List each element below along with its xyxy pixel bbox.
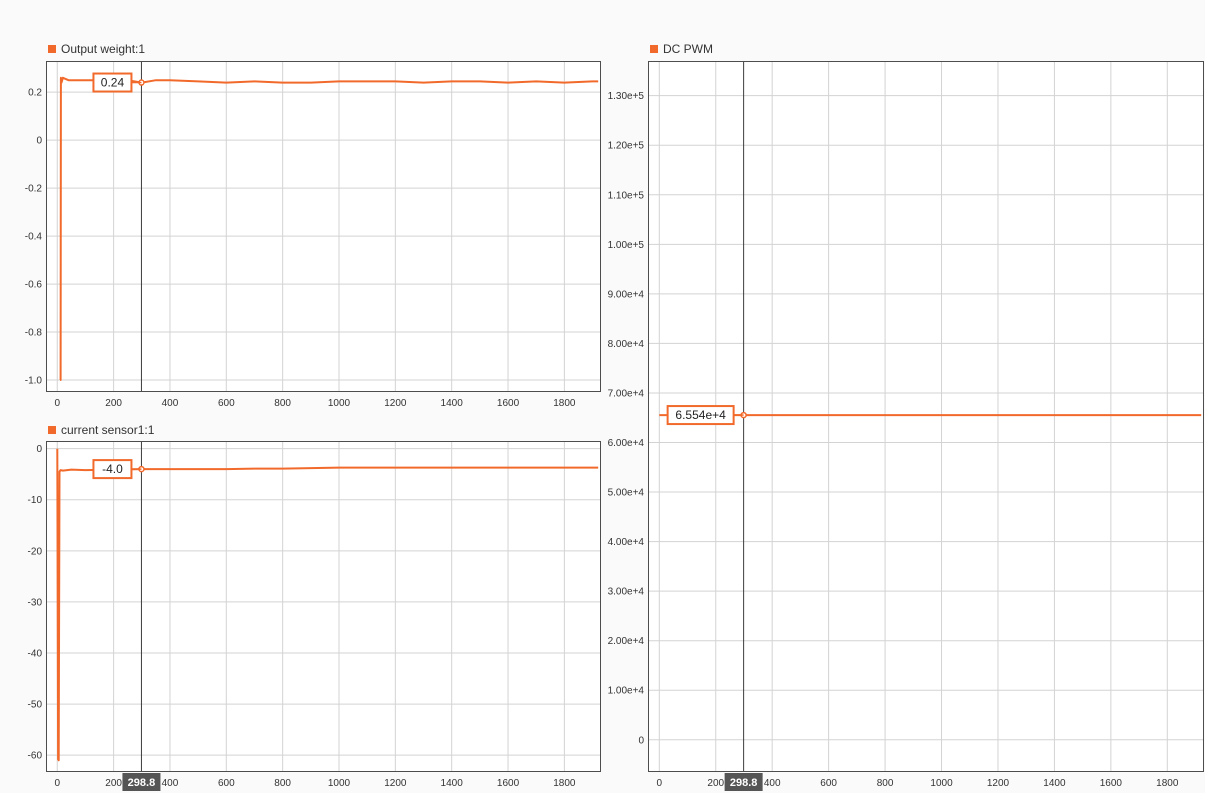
legend-dc-pwm[interactable]: DC PWM xyxy=(650,42,713,56)
y-tick-label: 0.2 xyxy=(28,88,42,99)
cursor-x-badge-label: 298.8 xyxy=(730,777,758,789)
cursor-value-label: -4.0 xyxy=(102,462,123,476)
y-tick-label: 1.10e+5 xyxy=(608,190,645,201)
legend-label: current sensor1:1 xyxy=(61,423,155,437)
x-tick-label: 200 xyxy=(105,398,122,409)
y-tick-label: -50 xyxy=(28,700,43,711)
x-tick-label: 1400 xyxy=(1043,778,1066,789)
y-tick-label: -1.0 xyxy=(25,376,43,387)
legend-swatch xyxy=(48,426,56,434)
x-tick-label: 1200 xyxy=(384,778,407,789)
x-tick-label: 1400 xyxy=(441,778,464,789)
x-tick-label: 1800 xyxy=(553,778,576,789)
y-tick-label: -0.8 xyxy=(25,328,43,339)
x-tick-label: 1200 xyxy=(987,778,1010,789)
x-tick-label: 600 xyxy=(218,778,235,789)
x-tick-label: 1800 xyxy=(1156,778,1179,789)
y-tick-label: 5.00e+4 xyxy=(608,488,645,499)
cursor-x-badge xyxy=(122,773,161,791)
x-tick-label: 0 xyxy=(54,778,60,789)
y-tick-label: 1.30e+5 xyxy=(608,91,645,102)
x-tick-label: 1600 xyxy=(1100,778,1123,789)
x-tick-label: 1000 xyxy=(328,778,351,789)
y-tick-label: 1.00e+5 xyxy=(608,240,645,251)
y-tick-label: 2.00e+4 xyxy=(608,636,645,647)
legend-swatch xyxy=(650,45,658,53)
x-tick-label: 800 xyxy=(274,398,291,409)
y-tick-label: 6.00e+4 xyxy=(608,438,645,449)
x-tick-label: 1600 xyxy=(497,778,520,789)
cursor-x-badge-label: 298.8 xyxy=(128,777,156,789)
y-tick-label: 4.00e+4 xyxy=(608,537,645,548)
y-tick-label: 0 xyxy=(36,444,42,455)
x-tick-label: 1000 xyxy=(328,398,351,409)
x-tick-label: 0 xyxy=(54,398,60,409)
y-tick-label: -0.4 xyxy=(25,232,43,243)
cursor-value-box xyxy=(92,459,133,480)
x-tick-label: 1400 xyxy=(441,398,464,409)
legend-output-weight[interactable]: Output weight:1 xyxy=(48,42,145,56)
x-tick-label: 800 xyxy=(877,778,894,789)
cursor-value-box xyxy=(92,72,133,93)
x-tick-label: 400 xyxy=(162,398,179,409)
y-tick-label: -40 xyxy=(28,648,43,659)
y-tick-label: 7.00e+4 xyxy=(608,388,645,399)
cursor-value-label: 6.554e+4 xyxy=(675,408,726,422)
y-tick-label: -0.6 xyxy=(25,280,43,291)
x-tick-label: 0 xyxy=(657,778,663,789)
y-tick-label: -30 xyxy=(28,597,43,608)
legend-current-sensor[interactable]: current sensor1:1 xyxy=(48,423,154,437)
y-tick-label: -10 xyxy=(28,495,43,506)
x-tick-label: 800 xyxy=(274,778,291,789)
series-line xyxy=(56,448,599,762)
legend-label: DC PWM xyxy=(663,42,713,56)
y-tick-label: 9.00e+4 xyxy=(608,289,645,300)
y-tick-label: -60 xyxy=(28,751,43,762)
cursor-x-badge xyxy=(724,773,763,791)
series-line xyxy=(59,76,599,381)
y-tick-label: 0 xyxy=(638,735,644,746)
y-tick-label: 1.00e+4 xyxy=(608,686,645,697)
x-tick-label: 400 xyxy=(162,778,179,789)
y-tick-label: -20 xyxy=(28,546,43,557)
x-tick-label: 400 xyxy=(764,778,781,789)
y-tick-label: -0.2 xyxy=(25,184,43,195)
y-tick-label: 8.00e+4 xyxy=(608,339,645,350)
x-tick-label: 200 xyxy=(707,778,724,789)
x-tick-label: 600 xyxy=(218,398,235,409)
x-tick-label: 1600 xyxy=(497,398,520,409)
x-tick-label: 1800 xyxy=(553,398,576,409)
legend-swatch xyxy=(48,45,56,53)
legend-label: Output weight:1 xyxy=(61,42,146,56)
x-tick-label: 1000 xyxy=(930,778,953,789)
x-tick-label: 1200 xyxy=(384,398,407,409)
x-tick-label: 200 xyxy=(105,778,122,789)
y-tick-label: 3.00e+4 xyxy=(608,587,645,598)
y-tick-label: 1.20e+5 xyxy=(608,141,645,152)
x-tick-label: 600 xyxy=(820,778,837,789)
y-tick-label: 0 xyxy=(36,136,42,147)
cursor-value-label: 0.24 xyxy=(101,76,125,90)
cursor-value-box xyxy=(666,405,735,426)
